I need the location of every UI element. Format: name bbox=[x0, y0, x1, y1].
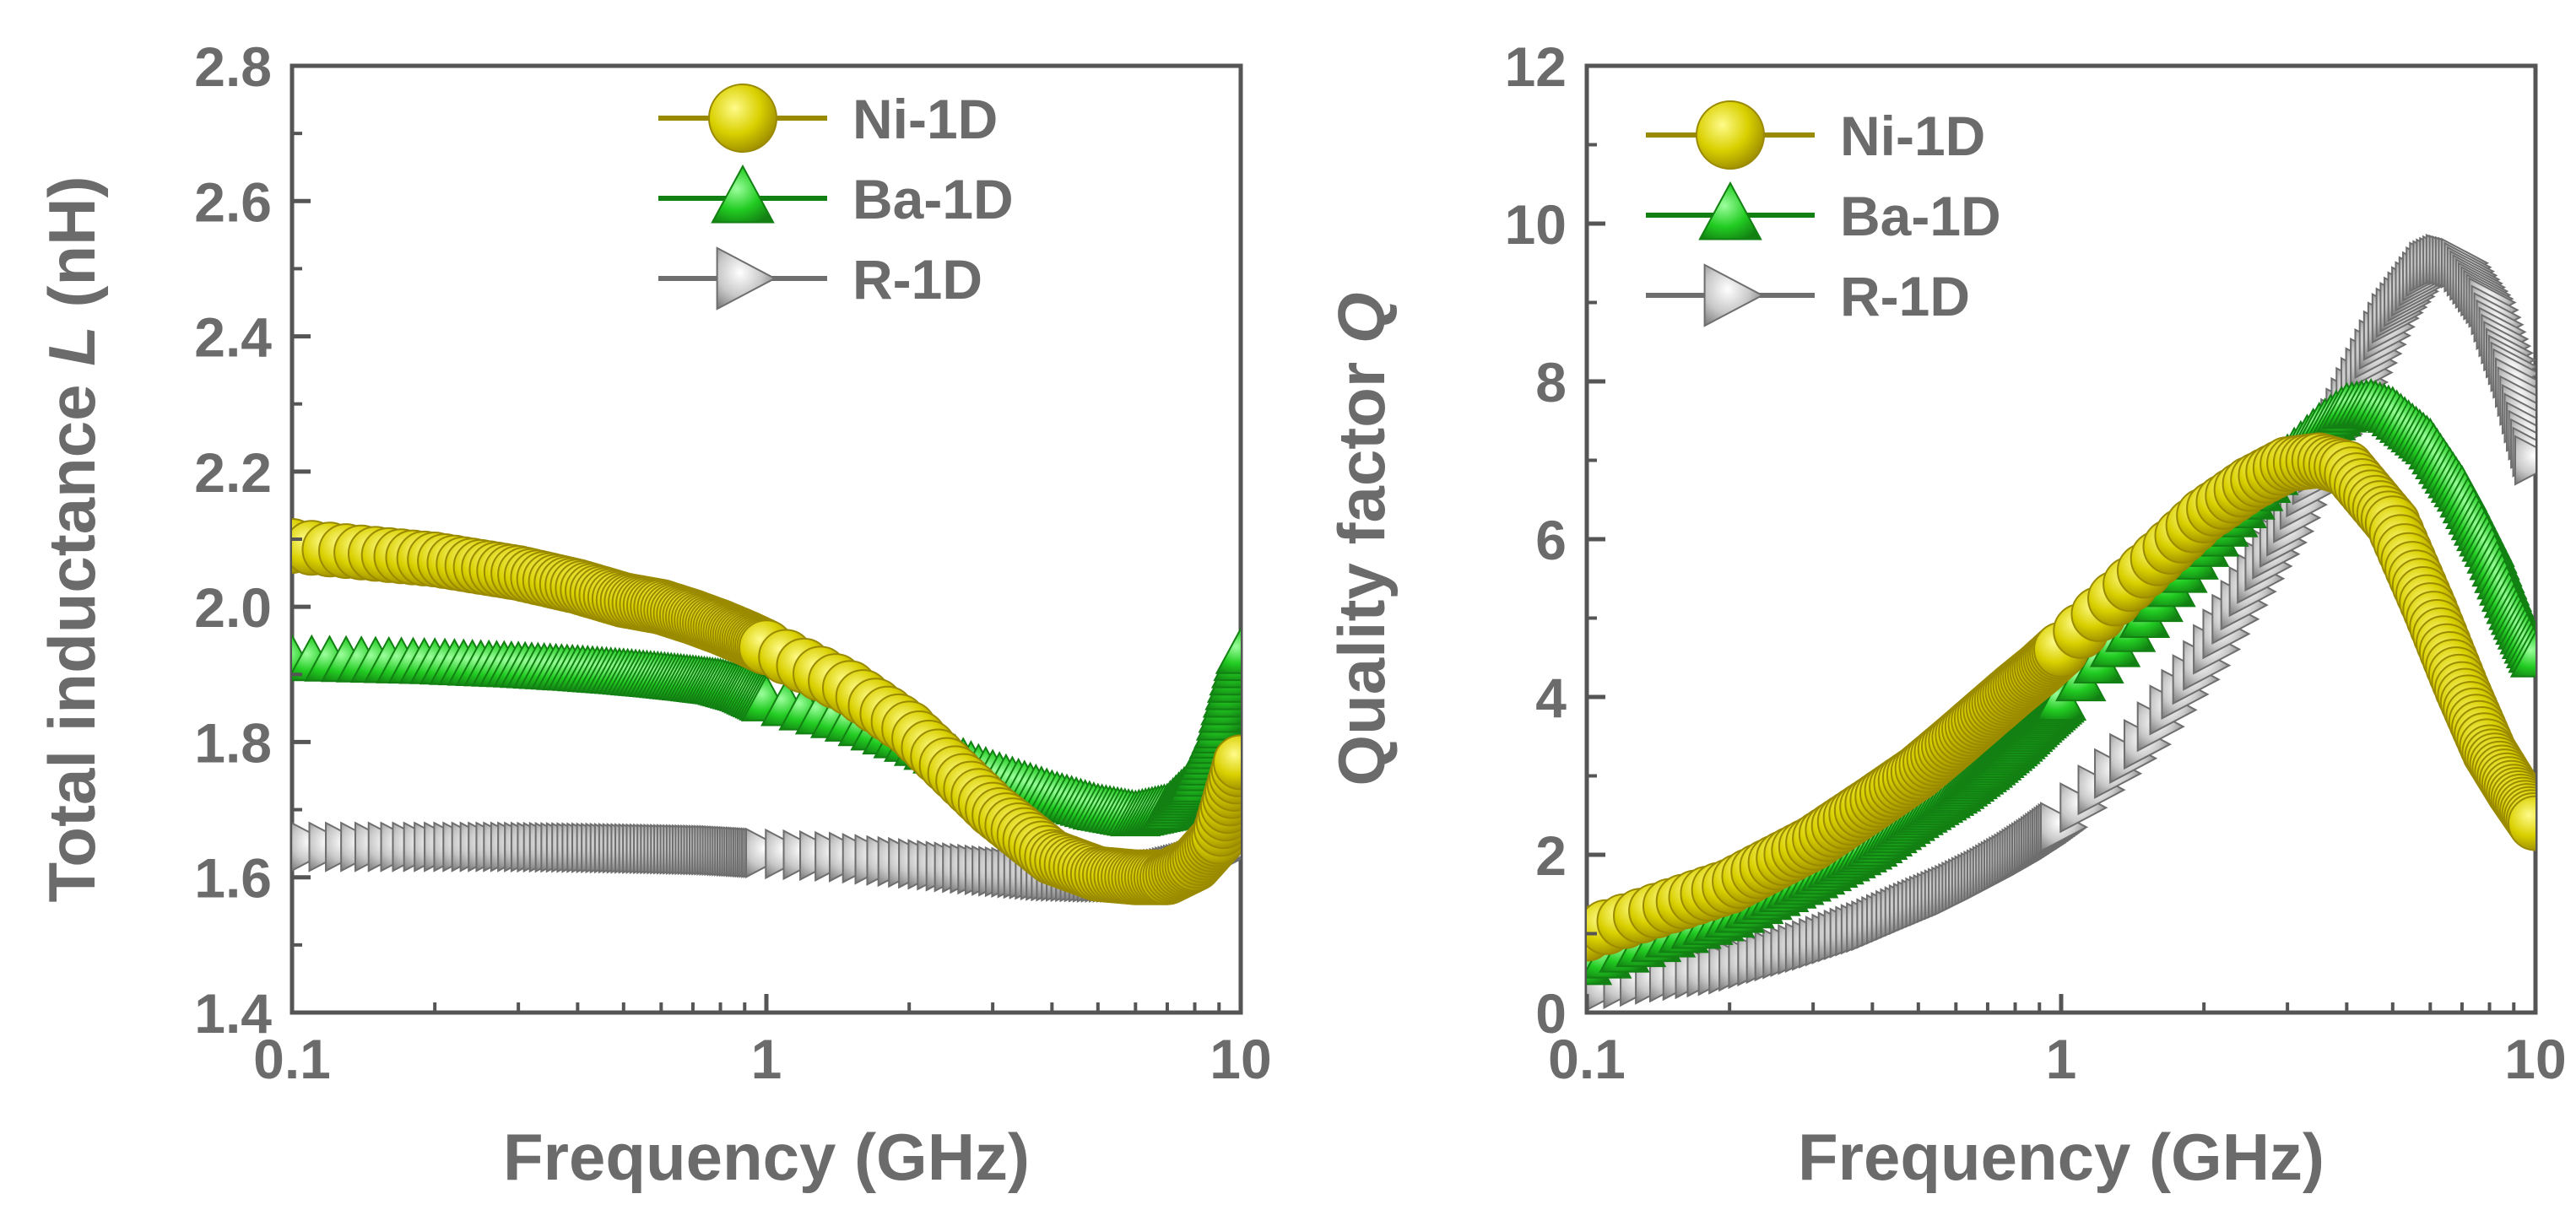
inductance-y-tick-label: 2.8 bbox=[194, 35, 272, 98]
quality-legend-label: Ba-1D bbox=[1840, 185, 2001, 247]
inductance-y-tick-label: 2.0 bbox=[194, 576, 272, 639]
inductance-y-tick-label: 1.6 bbox=[194, 847, 272, 910]
quality-Ni-1D-marker bbox=[2508, 795, 2535, 851]
inductance-plot-area bbox=[292, 518, 1241, 905]
quality-legend-item: R-1D bbox=[1646, 263, 1970, 327]
inductance-legend-marker bbox=[716, 246, 777, 311]
quality-x-tick-label: 1 bbox=[2046, 1028, 2077, 1090]
quality-series-Ni-1D bbox=[1587, 432, 2535, 962]
quality-y-axis-title: Quality factor Q bbox=[1324, 292, 1399, 786]
quality-Ba-1D-marker bbox=[2509, 630, 2535, 678]
quality-legend-label: R-1D bbox=[1840, 265, 1970, 327]
inductance-y-tick-label: 1.8 bbox=[194, 711, 272, 774]
inductance-legend: Ni-1D Ba-1D R-1D bbox=[658, 84, 1014, 311]
quality-y-tick-label: 6 bbox=[1535, 509, 1567, 571]
inductance-y-tick-label: 2.6 bbox=[194, 170, 272, 233]
quality-y-tick-label: 8 bbox=[1535, 351, 1567, 413]
quality-legend: Ni-1D Ba-1D R-1D bbox=[1646, 100, 2001, 327]
quality-x-ticks: 0.1 1 10 bbox=[1548, 994, 2567, 1090]
quality-y-tick-label: 12 bbox=[1505, 35, 1567, 98]
inductance-y-tick-label: 1.4 bbox=[194, 982, 272, 1045]
quality-y-tick-label: 0 bbox=[1535, 982, 1567, 1045]
quality-legend-marker bbox=[1696, 100, 1765, 170]
inductance-x-ticks: 0.1 1 10 bbox=[253, 994, 1272, 1090]
quality-y-tick-label: 10 bbox=[1505, 193, 1567, 256]
quality-R-1D-marker bbox=[2514, 435, 2535, 486]
inductance-y-ticks: 1.4 1.6 1.8 2.0 2.2 2.4 2.6 2.8 bbox=[194, 35, 311, 1045]
inductance-legend-label: Ni-1D bbox=[852, 88, 998, 150]
quality-legend-label: Ni-1D bbox=[1840, 105, 1985, 167]
inductance-y-tick-label: 2.4 bbox=[194, 306, 272, 369]
inductance-x-tick-label: 0.1 bbox=[253, 1028, 331, 1090]
inductance-legend-item: Ba-1D bbox=[658, 164, 1014, 230]
inductance-series-Ni-1D bbox=[292, 518, 1241, 905]
quality-legend-marker bbox=[1703, 263, 1765, 327]
quality-x-tick-label: 10 bbox=[2504, 1028, 2566, 1090]
inductance-Ni-1D-marker bbox=[1213, 734, 1241, 791]
inductance-x-tick-label: 1 bbox=[751, 1028, 782, 1090]
inductance-y-axis-title: Total inductance L (nH) bbox=[35, 176, 109, 903]
quality-plot-area bbox=[1587, 233, 2535, 1011]
inductance-y-tick-label: 2.2 bbox=[194, 441, 272, 504]
inductance-legend-marker bbox=[708, 84, 777, 153]
inductance-legend-marker bbox=[711, 164, 775, 224]
quality-x-tick-label: 0.1 bbox=[1548, 1028, 1626, 1090]
inductance-legend-item: Ni-1D bbox=[658, 84, 998, 153]
inductance-legend-label: R-1D bbox=[852, 248, 982, 311]
inductance-x-axis-title: Frequency (GHz) bbox=[503, 1120, 1030, 1194]
inductance-x-tick-label: 10 bbox=[1210, 1028, 1271, 1090]
quality-y-tick-label: 4 bbox=[1535, 667, 1567, 729]
inductance-chart: 0.1 1 10 1.4 1.6 1.8 2.0 2.2 2.4 2.6 2.8 Frequenc… bbox=[35, 35, 1272, 1194]
quality-x-axis-title: Frequency (GHz) bbox=[1798, 1120, 2324, 1194]
inductance-legend-item: R-1D bbox=[658, 246, 982, 311]
quality-y-ticks: 0 2 4 6 8 10 12 bbox=[1505, 35, 1605, 1045]
inductance-legend-label: Ba-1D bbox=[852, 168, 1014, 230]
quality-legend-item: Ni-1D bbox=[1646, 100, 1985, 170]
inductance-Ba-1D-marker bbox=[1215, 627, 1241, 674]
quality-legend-marker bbox=[1698, 181, 1762, 240]
quality-legend-item: Ba-1D bbox=[1646, 181, 2001, 247]
quality-chart: 0.1 1 10 0 2 4 6 8 10 12 Frequency (GHz) Quality… bbox=[1324, 35, 2567, 1194]
quality-y-tick-label: 2 bbox=[1535, 824, 1567, 887]
